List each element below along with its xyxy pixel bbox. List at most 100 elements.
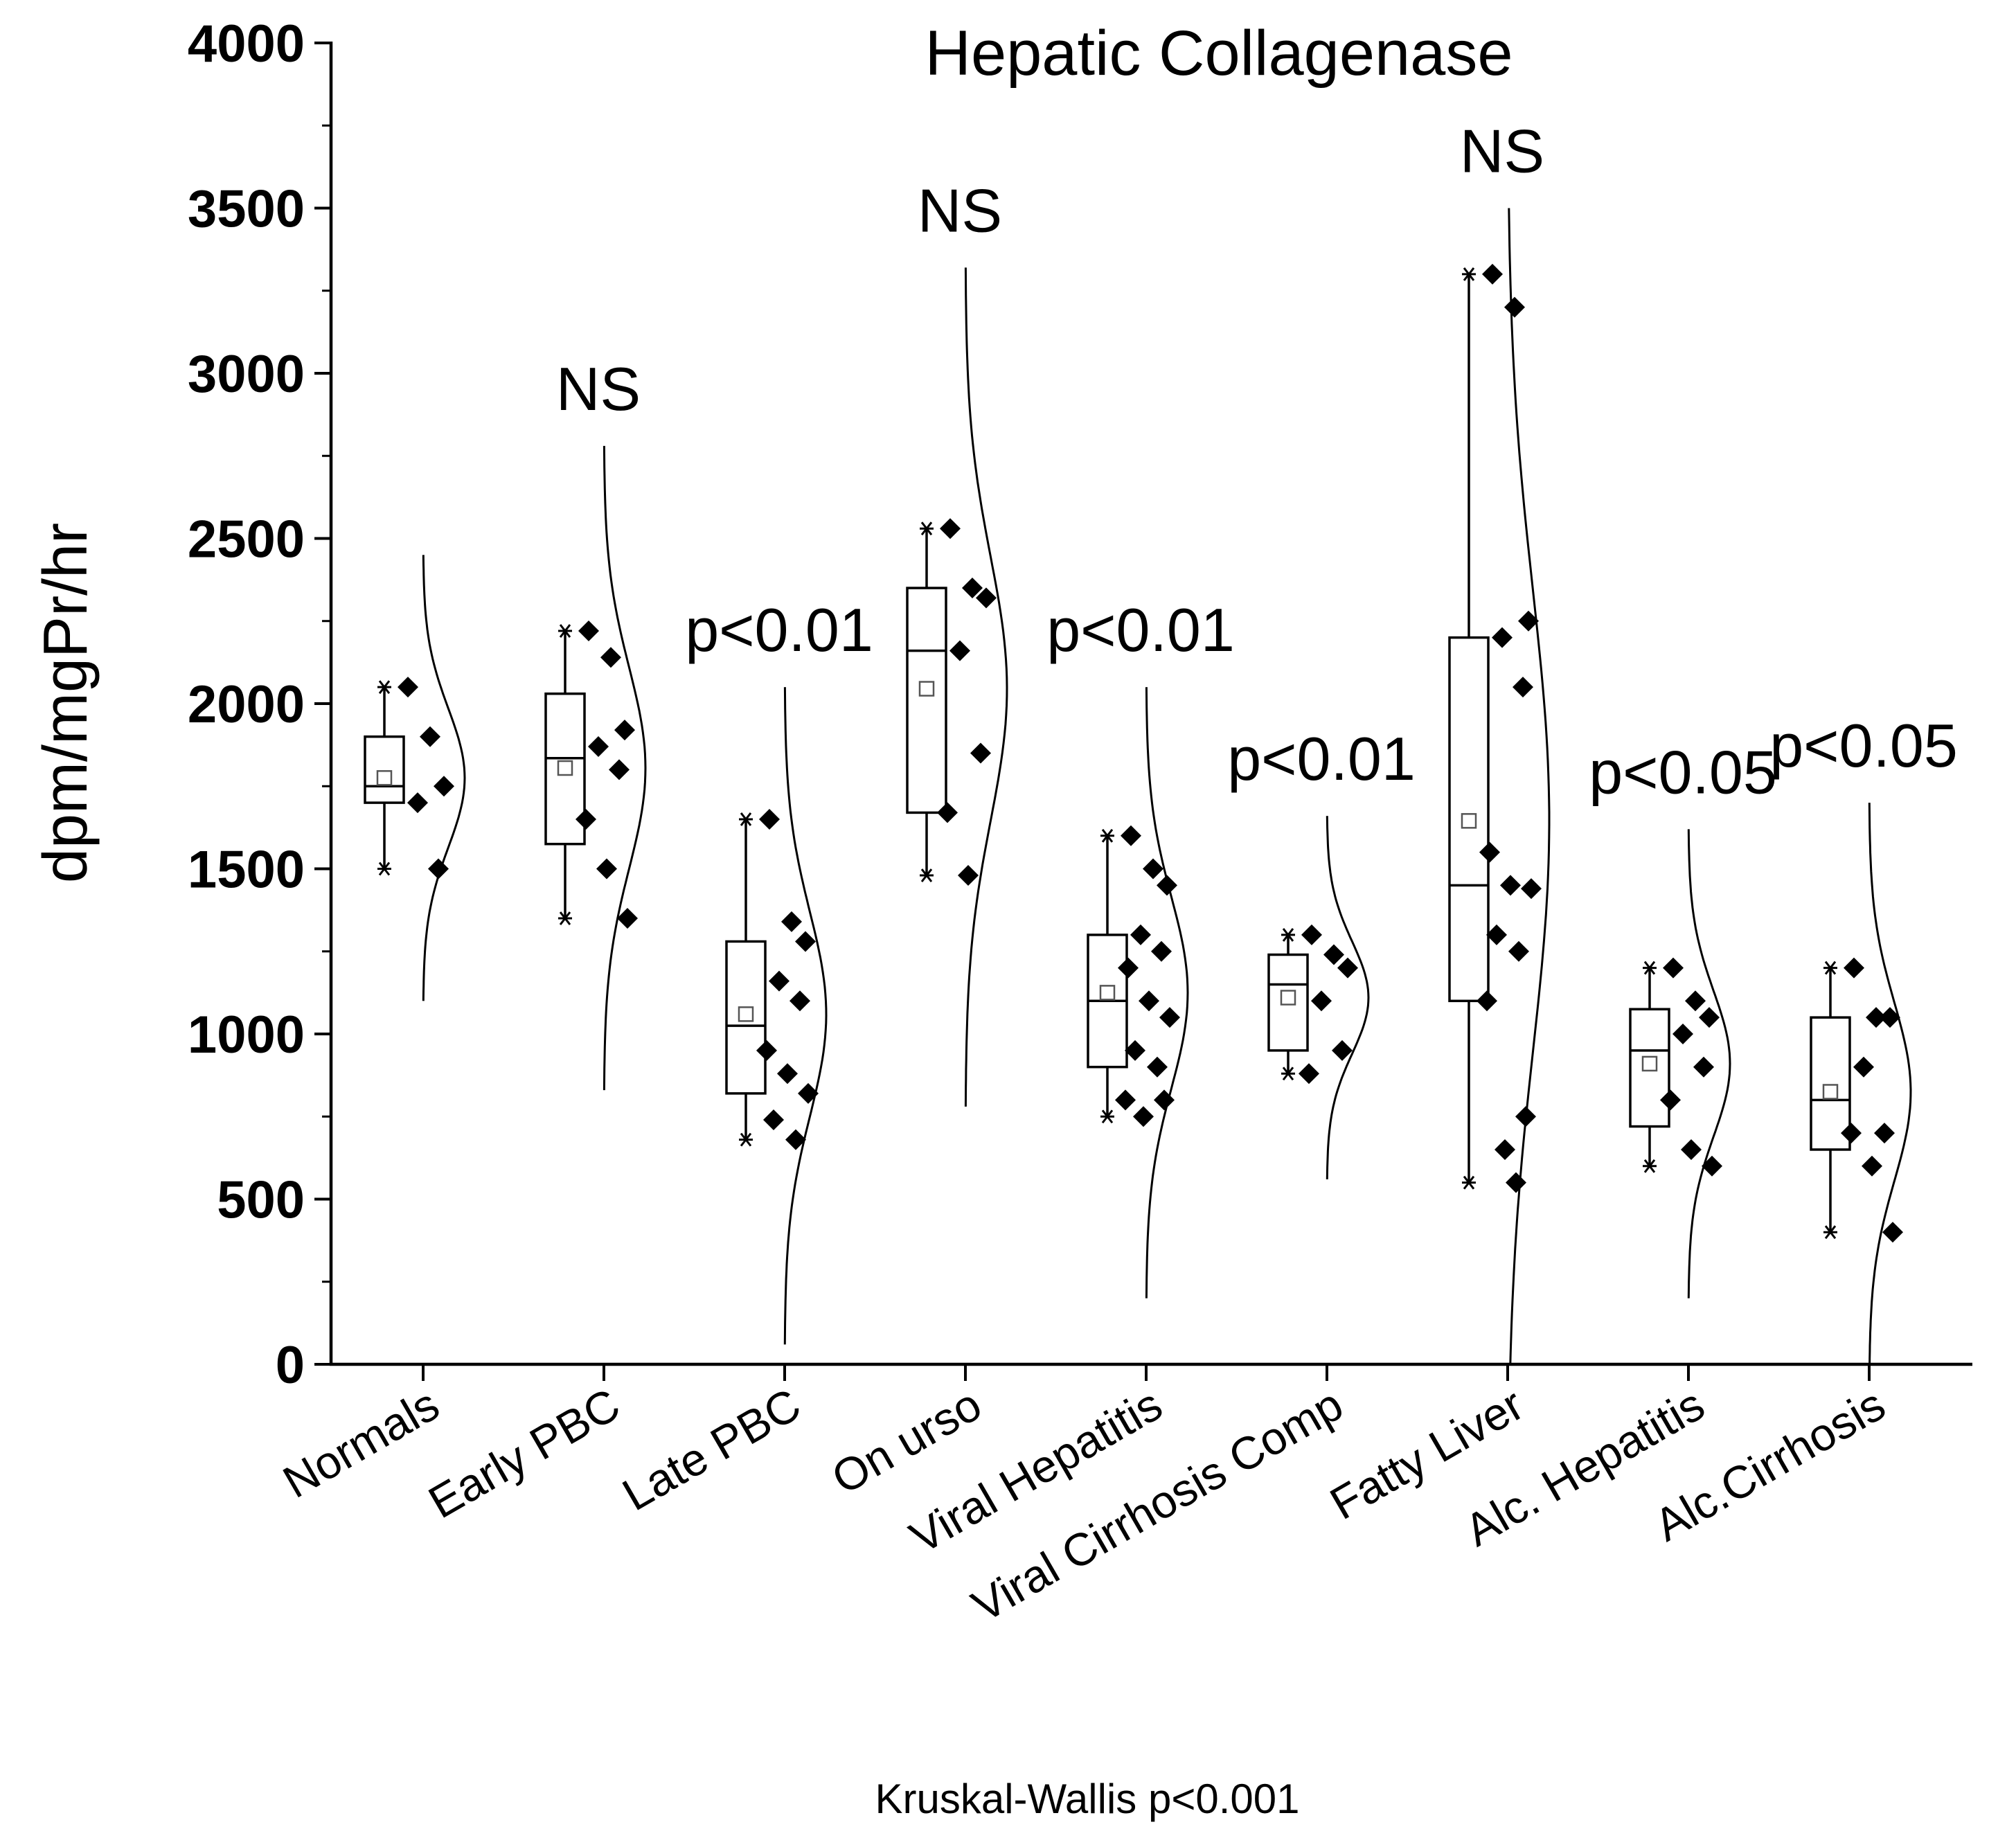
data-point bbox=[1506, 1172, 1526, 1193]
mean-marker bbox=[1822, 1084, 1839, 1100]
data-point bbox=[578, 621, 599, 642]
group-late-pbc: p<0.01 bbox=[685, 596, 873, 1345]
max-marker bbox=[739, 812, 753, 826]
max-marker bbox=[558, 624, 572, 638]
data-point bbox=[1130, 924, 1151, 945]
y-tick-label: 3000 bbox=[188, 345, 305, 404]
mean-marker bbox=[738, 1006, 754, 1022]
min-marker bbox=[1823, 1225, 1837, 1240]
star-stroke bbox=[1101, 1109, 1114, 1124]
star-stroke bbox=[378, 862, 391, 876]
star-stroke bbox=[1101, 828, 1114, 843]
data-point bbox=[785, 1129, 806, 1150]
data-point bbox=[398, 677, 418, 698]
data-point bbox=[769, 970, 790, 992]
max-marker bbox=[1462, 267, 1476, 281]
data-point bbox=[576, 808, 596, 830]
data-point bbox=[600, 647, 621, 668]
distribution-curve bbox=[964, 267, 1008, 1107]
mean-marker bbox=[918, 681, 935, 697]
data-point bbox=[958, 865, 979, 886]
distribution-curve bbox=[1326, 816, 1370, 1179]
data-point bbox=[609, 759, 630, 780]
significance-annotation: NS bbox=[556, 355, 641, 423]
chart-title: Hepatic Collagenase bbox=[925, 18, 1513, 89]
data-point bbox=[756, 1040, 777, 1061]
data-point bbox=[1159, 1007, 1180, 1028]
significance-annotation: p<0.05 bbox=[1589, 738, 1777, 806]
data-point bbox=[781, 911, 802, 932]
star-stroke bbox=[1282, 1067, 1294, 1081]
data-point bbox=[1504, 296, 1525, 318]
star-stroke bbox=[1282, 927, 1294, 942]
x-category-label: Late PBC bbox=[614, 1378, 809, 1520]
data-point bbox=[1862, 1155, 1882, 1177]
data-point bbox=[1866, 1007, 1886, 1028]
x-category-label: Normals bbox=[274, 1378, 447, 1508]
groups-layer: NS p<0.01 NS p<0.01 p<0.01 NS p<0.05p<0.05 bbox=[364, 117, 1958, 1365]
y-tick-label: 0 bbox=[276, 1336, 305, 1395]
group-fatty-liver: NS bbox=[1448, 117, 1551, 1365]
star-stroke bbox=[920, 868, 933, 882]
group-alc-cirrhosis: p<0.05 bbox=[1769, 711, 1958, 1365]
star-stroke bbox=[920, 521, 933, 536]
data-point bbox=[588, 736, 609, 758]
data-point bbox=[1311, 990, 1332, 1012]
group-viral-cirrhosis-comp: p<0.01 bbox=[1227, 724, 1416, 1179]
data-point bbox=[937, 802, 958, 823]
box-iqr bbox=[544, 692, 586, 846]
data-point bbox=[1853, 1056, 1874, 1078]
data-point bbox=[1479, 841, 1500, 863]
data-point bbox=[1118, 957, 1139, 979]
axes: 0 500 1000 1500 2000 2500 3000 3500 4000 NormalsE… bbox=[188, 15, 1972, 1632]
data-point bbox=[976, 587, 997, 609]
star-stroke bbox=[1643, 961, 1656, 975]
data-point bbox=[1513, 677, 1533, 698]
min-marker bbox=[920, 868, 934, 882]
star-stroke bbox=[1824, 1225, 1837, 1240]
data-point bbox=[759, 808, 780, 830]
data-point bbox=[940, 518, 961, 539]
star-stroke bbox=[1463, 1175, 1475, 1190]
data-point bbox=[795, 931, 816, 952]
data-point bbox=[1133, 1106, 1154, 1127]
data-point bbox=[1672, 1024, 1693, 1044]
data-point bbox=[1482, 263, 1503, 285]
data-point bbox=[1882, 1222, 1903, 1243]
mean-marker bbox=[1280, 990, 1296, 1006]
box-iqr bbox=[906, 587, 947, 814]
star-stroke bbox=[559, 911, 571, 925]
data-point bbox=[763, 1109, 784, 1131]
data-point bbox=[1154, 1089, 1175, 1111]
mean-marker bbox=[1099, 985, 1116, 1001]
distribution-curve bbox=[783, 687, 828, 1345]
data-point bbox=[1518, 610, 1539, 632]
box-iqr bbox=[364, 735, 405, 804]
data-point bbox=[1663, 957, 1684, 979]
max-marker bbox=[920, 521, 934, 536]
y-tick-label: 2000 bbox=[188, 675, 305, 734]
data-point bbox=[1880, 1007, 1900, 1028]
max-marker bbox=[1643, 961, 1657, 975]
data-point bbox=[1841, 1123, 1862, 1144]
y-tick-label: 1000 bbox=[188, 1006, 305, 1064]
data-point bbox=[1521, 878, 1542, 900]
y-tick-label: 1500 bbox=[188, 841, 305, 900]
data-point bbox=[949, 640, 970, 661]
max-marker bbox=[1281, 927, 1295, 942]
significance-annotation: p<0.01 bbox=[1227, 724, 1416, 793]
data-point bbox=[1332, 1040, 1353, 1061]
star-stroke bbox=[559, 624, 571, 638]
significance-annotation: NS bbox=[1460, 117, 1544, 186]
data-point bbox=[1492, 627, 1513, 648]
max-marker bbox=[377, 680, 391, 695]
star-stroke bbox=[740, 812, 752, 826]
significance-annotation: p<0.05 bbox=[1769, 711, 1958, 780]
data-point bbox=[434, 776, 454, 797]
max-marker bbox=[1823, 961, 1837, 975]
data-point bbox=[1121, 825, 1141, 846]
data-point bbox=[1660, 1089, 1681, 1111]
data-point bbox=[962, 578, 983, 599]
star-stroke bbox=[378, 680, 391, 695]
data-point bbox=[1477, 990, 1497, 1012]
